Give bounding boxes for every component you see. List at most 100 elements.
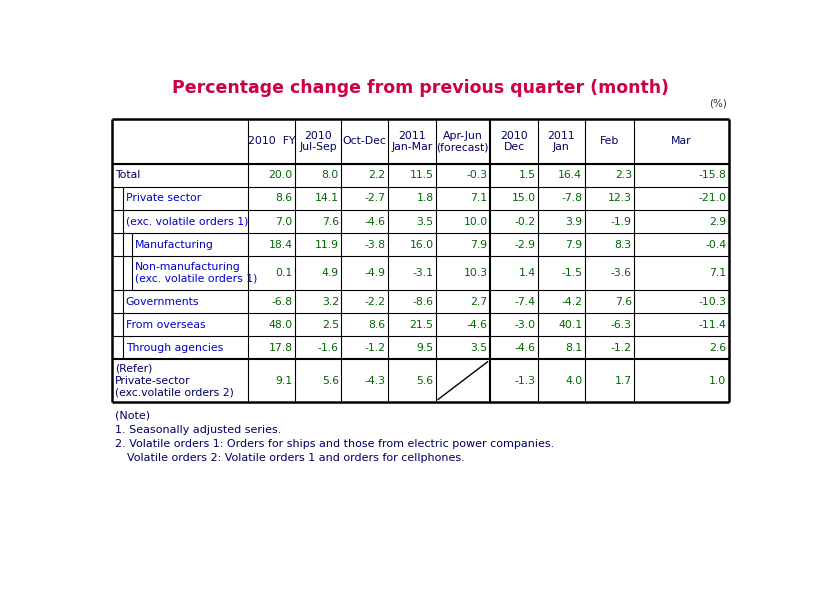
- Text: 12.3: 12.3: [607, 193, 631, 204]
- Text: 11.9: 11.9: [314, 240, 338, 250]
- Text: 2.9: 2.9: [708, 216, 726, 227]
- Text: 2.5: 2.5: [321, 320, 338, 330]
- Text: 8.0: 8.0: [321, 170, 338, 181]
- Text: 2. Volatile orders 1: Orders for ships and those from electric power companies.: 2. Volatile orders 1: Orders for ships a…: [115, 439, 554, 449]
- Text: 1.4: 1.4: [518, 268, 535, 278]
- Text: -2.7: -2.7: [364, 193, 385, 204]
- Text: -4.6: -4.6: [514, 343, 535, 353]
- Text: 48.0: 48.0: [268, 320, 292, 330]
- Text: -4.6: -4.6: [364, 216, 385, 227]
- Text: 14.1: 14.1: [314, 193, 338, 204]
- Text: -2.2: -2.2: [364, 297, 385, 306]
- Text: 8.6: 8.6: [368, 320, 385, 330]
- Text: -7.4: -7.4: [514, 297, 535, 306]
- Text: From overseas: From overseas: [125, 320, 205, 330]
- Text: (Refer)
Private-sector
(exc.volatile orders 2): (Refer) Private-sector (exc.volatile ord…: [115, 364, 233, 397]
- Text: -0.3: -0.3: [466, 170, 487, 181]
- Text: 16.0: 16.0: [409, 240, 433, 250]
- Text: -3.1: -3.1: [412, 268, 433, 278]
- Text: -1.9: -1.9: [610, 216, 631, 227]
- Text: -1.2: -1.2: [610, 343, 631, 353]
- Text: Feb: Feb: [599, 136, 618, 147]
- Text: 15.0: 15.0: [511, 193, 535, 204]
- Text: Private sector: Private sector: [125, 193, 201, 204]
- Text: -1.2: -1.2: [364, 343, 385, 353]
- Text: 2010
Dec: 2010 Dec: [500, 131, 527, 152]
- Text: -7.8: -7.8: [560, 193, 581, 204]
- Text: Governments: Governments: [125, 297, 199, 306]
- Text: 8.1: 8.1: [564, 343, 581, 353]
- Text: Volatile orders 2: Volatile orders 1 and orders for cellphones.: Volatile orders 2: Volatile orders 1 and…: [127, 452, 464, 463]
- Text: -1.5: -1.5: [560, 268, 581, 278]
- Text: 2.3: 2.3: [614, 170, 631, 181]
- Text: 7.9: 7.9: [470, 240, 487, 250]
- Text: Percentage change from previous quarter (month): Percentage change from previous quarter …: [171, 80, 668, 97]
- Text: -1.3: -1.3: [514, 376, 535, 385]
- Text: 9.5: 9.5: [416, 343, 433, 353]
- Text: -15.8: -15.8: [698, 170, 726, 181]
- Text: 11.5: 11.5: [409, 170, 433, 181]
- Text: (exc. volatile orders 1): (exc. volatile orders 1): [125, 216, 248, 227]
- Text: Apr-Jun
(forecast): Apr-Jun (forecast): [436, 131, 488, 152]
- Text: (%): (%): [708, 98, 726, 109]
- Text: Non-manufacturing
(exc. volatile orders 1): Non-manufacturing (exc. volatile orders …: [135, 263, 257, 284]
- Text: 0.1: 0.1: [275, 268, 292, 278]
- Text: -3.0: -3.0: [514, 320, 535, 330]
- Text: 5.6: 5.6: [416, 376, 433, 385]
- Text: 7.6: 7.6: [321, 216, 338, 227]
- Text: 10.3: 10.3: [463, 268, 487, 278]
- Text: -6.8: -6.8: [271, 297, 292, 306]
- Text: Mar: Mar: [670, 136, 691, 147]
- Text: 20.0: 20.0: [268, 170, 292, 181]
- Text: 7.1: 7.1: [470, 193, 487, 204]
- Text: 10.0: 10.0: [463, 216, 487, 227]
- Text: -4.3: -4.3: [364, 376, 385, 385]
- Text: 7.9: 7.9: [564, 240, 581, 250]
- Text: (Note): (Note): [115, 411, 150, 421]
- Text: Total: Total: [115, 170, 140, 181]
- Text: -4.6: -4.6: [466, 320, 487, 330]
- Text: 3.2: 3.2: [321, 297, 338, 306]
- Text: 18.4: 18.4: [268, 240, 292, 250]
- Text: 1.8: 1.8: [416, 193, 433, 204]
- Text: 2.6: 2.6: [708, 343, 726, 353]
- Text: 21.5: 21.5: [409, 320, 433, 330]
- Text: 1.7: 1.7: [614, 376, 631, 385]
- Text: -0.4: -0.4: [704, 240, 726, 250]
- Text: -4.9: -4.9: [364, 268, 385, 278]
- Text: -11.4: -11.4: [698, 320, 726, 330]
- Text: -0.2: -0.2: [514, 216, 535, 227]
- Text: 16.4: 16.4: [558, 170, 581, 181]
- Text: 2011
Jan-Mar: 2011 Jan-Mar: [391, 131, 432, 152]
- Text: 2.7: 2.7: [470, 297, 487, 306]
- Text: 8.6: 8.6: [275, 193, 292, 204]
- Text: -8.6: -8.6: [412, 297, 433, 306]
- Text: 1.0: 1.0: [708, 376, 726, 385]
- Text: 5.6: 5.6: [321, 376, 338, 385]
- Text: 17.8: 17.8: [268, 343, 292, 353]
- Text: -3.6: -3.6: [610, 268, 631, 278]
- Text: 2011
Jan: 2011 Jan: [547, 131, 574, 152]
- Text: 7.1: 7.1: [708, 268, 726, 278]
- Text: 1.5: 1.5: [518, 170, 535, 181]
- Text: 9.1: 9.1: [275, 376, 292, 385]
- Text: Through agencies: Through agencies: [125, 343, 223, 353]
- Text: -6.3: -6.3: [610, 320, 631, 330]
- Text: -10.3: -10.3: [698, 297, 726, 306]
- Text: 2010
Jul-Sep: 2010 Jul-Sep: [299, 131, 337, 152]
- Text: 3.5: 3.5: [470, 343, 487, 353]
- Text: 4.0: 4.0: [564, 376, 581, 385]
- Text: 3.5: 3.5: [416, 216, 433, 227]
- Text: -1.6: -1.6: [318, 343, 338, 353]
- Text: 40.1: 40.1: [558, 320, 581, 330]
- Text: 7.0: 7.0: [275, 216, 292, 227]
- Text: 2.2: 2.2: [368, 170, 385, 181]
- Text: 3.9: 3.9: [564, 216, 581, 227]
- Text: -4.2: -4.2: [560, 297, 581, 306]
- Text: Manufacturing: Manufacturing: [135, 240, 214, 250]
- Text: 8.3: 8.3: [614, 240, 631, 250]
- Text: Oct-Dec: Oct-Dec: [342, 136, 386, 147]
- Text: -21.0: -21.0: [698, 193, 726, 204]
- Text: 4.9: 4.9: [321, 268, 338, 278]
- Text: -2.9: -2.9: [514, 240, 535, 250]
